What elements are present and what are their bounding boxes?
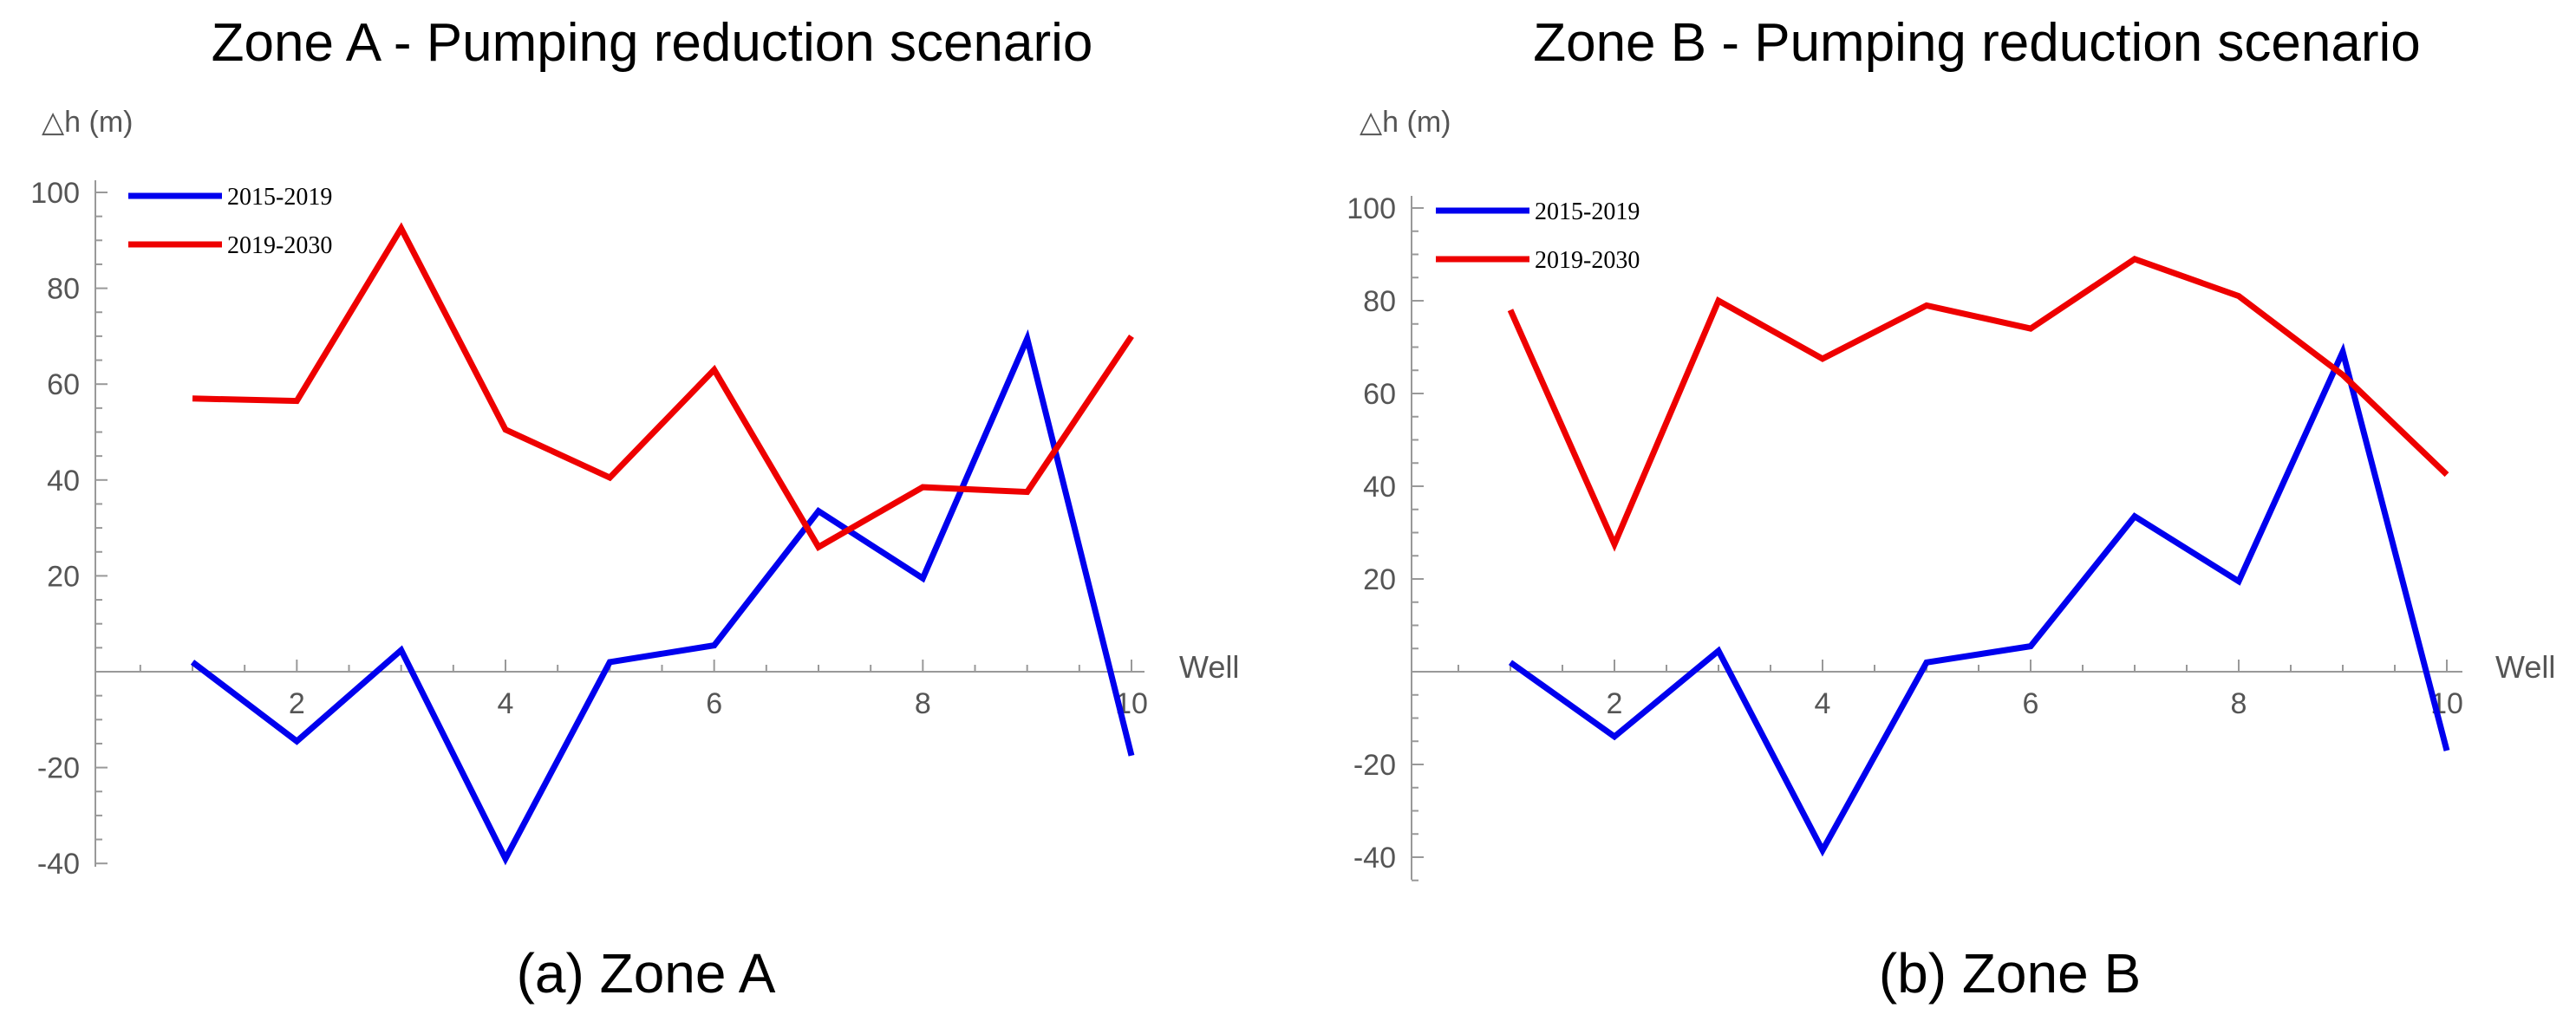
y-tick-label: -40 [37,848,80,881]
data-point [2028,326,2033,331]
data-point [294,399,299,404]
data-point [1025,336,1030,341]
data-point [2028,644,2033,649]
chart-title: Zone B - Pumping reduction scenario [1533,13,2421,73]
y-tick-label: 80 [1363,285,1396,318]
data-point [2236,579,2241,584]
y-axis-label: △h (m) [1360,106,1451,139]
series-line-2019-2030 [192,222,1134,551]
y-tick-label: 60 [1363,378,1396,411]
series-line-2019-2030 [1507,256,2449,552]
data-point [1129,753,1134,758]
data-point [1820,848,1825,853]
data-point [1508,308,1513,313]
y-tick-label: -20 [37,752,80,785]
data-point [1129,334,1134,339]
x-tick-label: 2 [289,687,305,720]
series-line-2015-2019 [1508,342,2450,857]
y-tick-label: 100 [1347,192,1396,225]
data-point [1716,298,1721,303]
data-point [2340,373,2345,378]
data-point [1025,490,1030,495]
data-point [190,660,195,665]
x-axis-label: Well [1179,649,1239,685]
data-point [607,660,612,665]
data-point [399,225,404,231]
data-point [2236,294,2241,299]
data-point [399,647,404,653]
data-point [1820,356,1825,361]
x-tick-label: 8 [2231,687,2247,720]
y-tick-label: 100 [30,177,80,210]
x-tick-label: 2 [1607,687,1623,720]
data-point [1612,542,1617,547]
y-tick-label: 20 [1363,563,1396,596]
data-point [503,856,508,862]
chart-panel-zone-b: Zone B - Pumping reduction scenario △h (m… [1347,13,2555,1005]
legend-label: 2015-2019 [227,184,332,211]
data-point [816,509,821,514]
x-tick-label: 6 [2023,687,2039,720]
x-axis-label: Well [2495,649,2555,685]
y-tick-label: 80 [47,273,80,306]
chart-title: Zone A - Pumping reduction scenario [212,13,1093,73]
data-point [1716,648,1721,654]
series-line-2015-2019 [190,328,1135,866]
data-point [190,396,195,401]
legend-label: 2019-2030 [1535,247,1640,274]
x-tick-label: 4 [1815,687,1831,720]
x-tick-label: 4 [498,687,514,720]
data-point [712,367,717,373]
y-tick-label: 20 [47,560,80,593]
data-point [816,544,821,550]
data-point [2444,472,2449,478]
data-point [2132,514,2137,519]
y-tick-label: 40 [1363,471,1396,504]
x-tick-label: 8 [915,687,931,720]
y-tick-label: 40 [47,465,80,497]
data-point [920,576,925,581]
legend-label: 2019-2030 [227,232,332,259]
data-point [503,427,508,432]
data-point [1924,302,1929,308]
data-point [2340,349,2345,354]
data-point [294,738,299,744]
y-axis-label: △h (m) [42,106,133,139]
data-point [712,643,717,648]
y-tick-label: -20 [1353,749,1396,782]
y-tick-label: -40 [1353,842,1396,875]
figure-caption: (b) Zone B [1879,942,2141,1005]
data-point [1612,734,1617,739]
figure-caption: (a) Zone A [517,942,776,1005]
y-tick-label: 60 [47,368,80,401]
legend-label: 2015-2019 [1535,198,1640,225]
x-tick-label: 6 [706,687,722,720]
data-point [2444,748,2449,753]
data-point [920,484,925,490]
data-point [1924,660,1929,665]
data-point [1508,660,1513,665]
data-point [2132,257,2137,262]
chart-panel-zone-a: Zone A - Pumping reduction scenario △h (m… [30,13,1239,1005]
data-point [607,475,612,480]
